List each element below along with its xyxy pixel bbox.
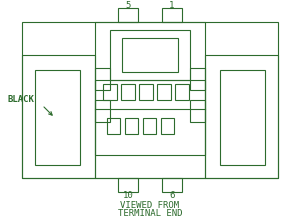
Bar <box>95 68 110 90</box>
Bar <box>190 68 205 90</box>
Text: 10: 10 <box>123 191 134 200</box>
Text: BLACK: BLACK <box>8 95 35 104</box>
Text: TERMINAL END: TERMINAL END <box>118 208 182 217</box>
Bar <box>220 70 265 165</box>
Bar <box>121 84 135 100</box>
Bar <box>107 118 120 134</box>
Bar <box>22 55 95 178</box>
Bar <box>143 118 156 134</box>
Bar <box>118 8 138 22</box>
Bar <box>205 55 278 178</box>
Bar <box>22 22 278 178</box>
Text: 6: 6 <box>169 191 175 200</box>
Text: 5: 5 <box>125 0 131 9</box>
Bar <box>35 70 80 165</box>
Bar <box>190 100 205 122</box>
Bar <box>139 84 153 100</box>
Bar <box>122 38 178 72</box>
Bar <box>95 22 205 178</box>
Bar <box>95 100 110 122</box>
Bar <box>175 84 189 100</box>
Bar <box>157 84 171 100</box>
Bar <box>103 84 117 100</box>
Text: 1: 1 <box>169 0 175 9</box>
Bar <box>161 118 174 134</box>
Bar <box>118 178 138 192</box>
Bar <box>95 80 205 155</box>
Text: VIEWED FROM: VIEWED FROM <box>120 201 180 210</box>
Bar <box>162 8 182 22</box>
Bar <box>110 30 190 80</box>
Bar <box>162 178 182 192</box>
Bar <box>125 118 138 134</box>
